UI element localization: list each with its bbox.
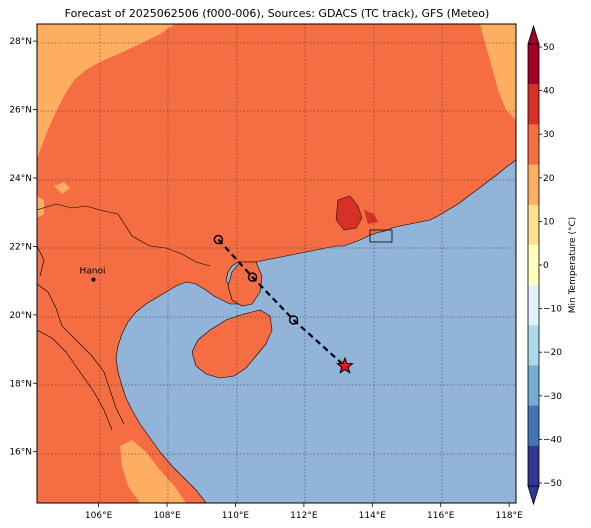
city-marker: Hanoi — [79, 267, 105, 282]
lat-tick-label: 28°N — [9, 37, 32, 47]
colorbar-segment — [528, 124, 539, 165]
lat-tick-label: 22°N — [9, 242, 32, 252]
lat-tick-label: 16°N — [9, 448, 32, 458]
lon-tick-label: 116°E — [427, 511, 455, 521]
city-dot — [91, 277, 96, 282]
track-point-circle — [213, 234, 224, 245]
colorbar-max-extend — [527, 24, 540, 45]
lon-tick-label: 112°E — [290, 511, 318, 521]
land-cool-west — [37, 196, 44, 218]
city-label-hanoi: Hanoi — [79, 267, 105, 277]
colorbar-tick-label: 0 — [543, 261, 549, 271]
gridlines — [37, 24, 516, 503]
lat-tick-label: 26°N — [9, 106, 32, 116]
land-cool-topright — [480, 24, 516, 120]
colorbar-segment — [528, 445, 539, 487]
colorbar-tick-label: 50 — [543, 43, 555, 53]
colorbar-min-extend — [527, 485, 540, 506]
colorbar-label: Min Temperature (°C) — [568, 217, 578, 314]
colorbar-tick-label: −50 — [543, 479, 562, 489]
map-panel: Hanoi — [36, 23, 517, 504]
lon-tick-label: 110°E — [222, 511, 250, 521]
colorbar-segment — [528, 164, 539, 206]
map-title: Forecast of 2025062506 (f000-006), Sourc… — [65, 7, 490, 20]
colorbar-segment — [528, 405, 539, 447]
colorbar-tick-label: −40 — [543, 435, 562, 445]
colorbar-tick-label: −30 — [543, 392, 562, 402]
colorbar-tick-label: −20 — [543, 348, 562, 358]
lon-tick-label: 118°E — [495, 511, 523, 521]
track-point-circle — [288, 315, 299, 325]
lat-tick-label: 18°N — [9, 379, 32, 389]
land-cool-south — [120, 440, 186, 503]
hong-kong-region — [369, 229, 393, 243]
colorbar-segment — [528, 84, 539, 125]
lon-tick-label: 106°E — [85, 511, 113, 521]
lon-tick-label: 108°E — [153, 511, 181, 521]
land-cool-patch — [54, 182, 70, 194]
colorbar-tick-label: 30 — [543, 130, 555, 140]
track-point-star — [335, 356, 354, 374]
colorbar-tick-label: 40 — [543, 87, 555, 97]
land-warm-patch-2 — [364, 210, 378, 224]
track-point-circle — [247, 272, 258, 282]
land-warm-patch — [335, 195, 363, 231]
tc-track — [213, 234, 354, 374]
track-line — [217, 238, 346, 367]
colorbar-segment — [528, 325, 539, 366]
lat-tick-label: 24°N — [9, 174, 32, 184]
colorbar-segment — [528, 244, 539, 286]
land-mainland — [37, 24, 516, 503]
colorbar: 50 40 30 20 10 0 −10 −20 −30 −40 −50 — [527, 24, 562, 506]
lon-tick-label: 114°E — [359, 511, 387, 521]
colorbar-tick-label: 20 — [543, 174, 555, 184]
colorbar-segment — [528, 44, 539, 85]
hainan-island — [191, 309, 273, 379]
longitude-axis: 106°E 108°E 110°E 112°E 114°E 116°E 118°E — [85, 503, 523, 521]
land-cool-north — [37, 24, 175, 160]
colorbar-segment — [528, 204, 539, 246]
colorbar-segment — [528, 285, 539, 326]
lat-tick-label: 20°N — [9, 311, 32, 321]
latitude-axis: 16°N 18°N 20°N 22°N 24°N 26°N 28°N — [9, 37, 37, 458]
colorbar-segment — [528, 365, 539, 406]
border-lines — [37, 203, 211, 431]
map-frame — [36, 23, 517, 504]
colorbar-tick-label: 10 — [543, 217, 555, 227]
colorbar-tick-label: −10 — [543, 305, 562, 315]
